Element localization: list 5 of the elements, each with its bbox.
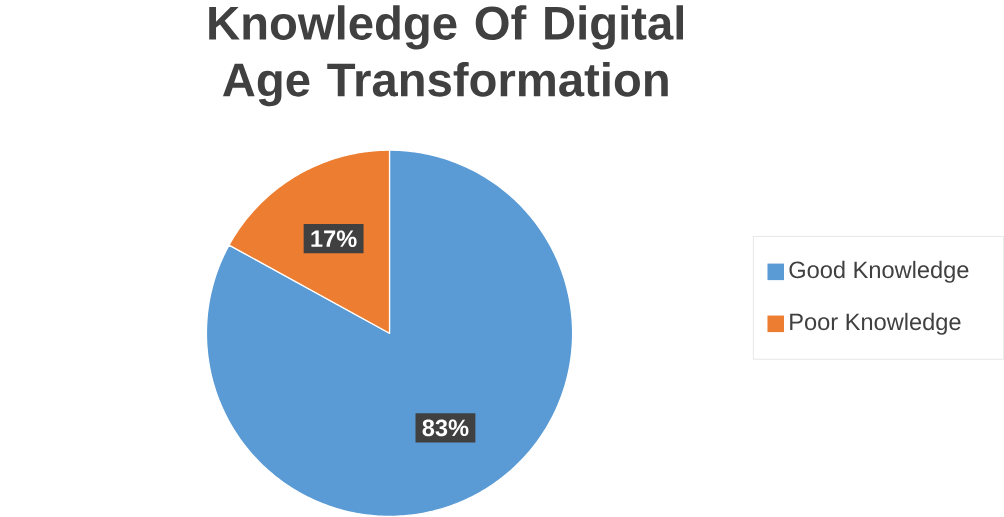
legend-label: Poor Knowledge [790, 312, 961, 335]
data-label: 83% [422, 419, 469, 437]
data-label: 17% [311, 230, 357, 248]
chart-title: Knowledge Of Digital Age Transformation [209, 5, 684, 107]
legend-label: Good Knowledge [789, 260, 969, 283]
